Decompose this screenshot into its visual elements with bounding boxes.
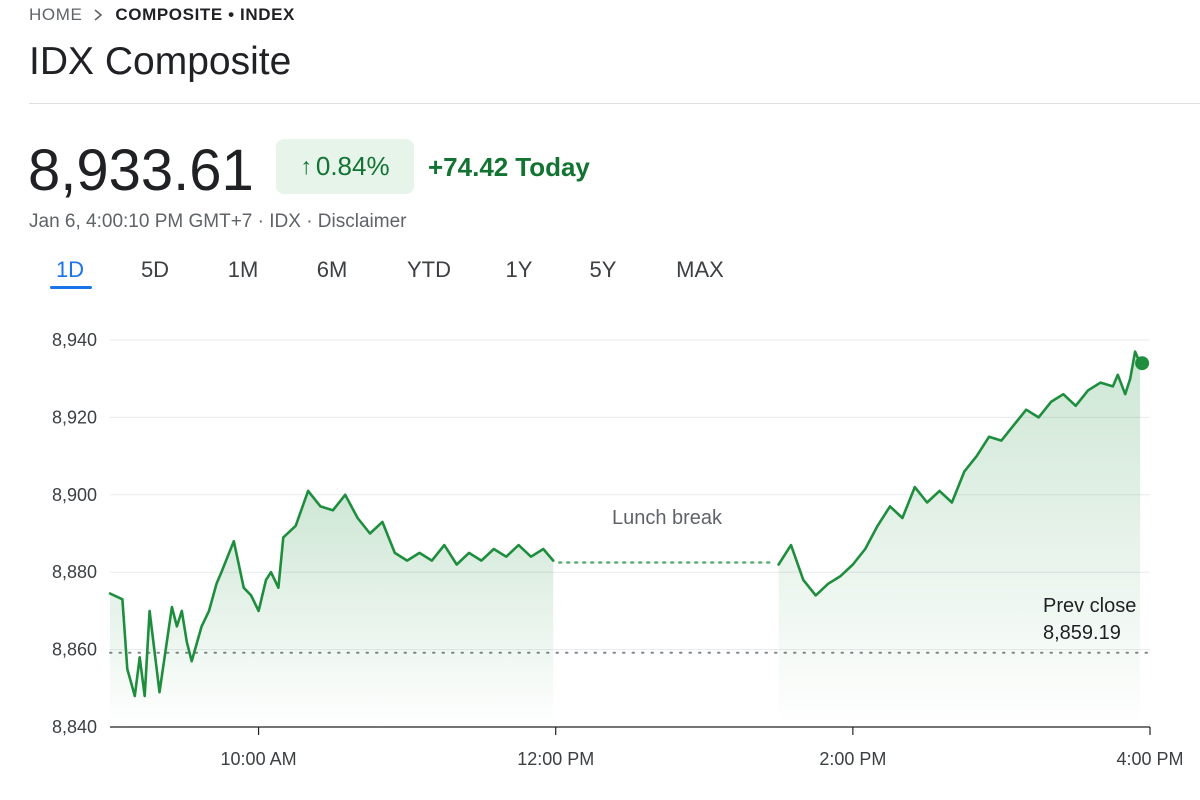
- lunch-break-label: Lunch break: [612, 507, 723, 529]
- range-tab-max[interactable]: MAX: [676, 257, 724, 282]
- range-tab-5d[interactable]: 5D: [140, 257, 170, 282]
- y-tick-label: 8,880: [52, 562, 97, 582]
- range-tab-1m[interactable]: 1M: [227, 257, 259, 282]
- breadcrumb: HOME COMPOSITE • INDEX: [29, 4, 295, 26]
- x-tick-label: 4:00 PM: [1116, 749, 1183, 769]
- change-percent: 0.84%: [315, 151, 390, 181]
- range-tabs: 1D 5D 1M 6M YTD 1Y 5Y MAX: [0, 256, 780, 296]
- range-tab-1d[interactable]: 1D: [55, 257, 85, 282]
- price-chart[interactable]: 8,940 8,920 8,900 8,880 8,860 8,840 10:00 AM 12…: [0, 300, 1200, 800]
- series-line-morning: [108, 489, 555, 698]
- range-tab-1y[interactable]: 1Y: [505, 257, 533, 282]
- header-divider: [29, 103, 1200, 104]
- x-tick-label: 10:00 AM: [221, 749, 297, 769]
- range-tab-6m[interactable]: 6M: [316, 257, 348, 282]
- change-points: +74.42: [428, 152, 509, 182]
- range-tab-active-indicator: [50, 286, 92, 289]
- x-tick-label: 2:00 PM: [819, 749, 886, 769]
- y-tick-label: 8,920: [52, 407, 97, 427]
- change-period: Today: [515, 152, 590, 182]
- current-price: 8,933.61: [28, 138, 254, 203]
- x-tick-label: 12:00 PM: [517, 749, 594, 769]
- current-price-marker: [1135, 356, 1150, 371]
- prev-close-label: Prev close: [1043, 595, 1136, 617]
- range-tab-ytd[interactable]: YTD: [407, 257, 451, 282]
- series-line-afternoon: [777, 350, 1142, 597]
- breadcrumb-home-link[interactable]: HOME: [29, 5, 83, 24]
- range-tab-5y[interactable]: 5Y: [589, 257, 617, 282]
- quote-timestamp: Jan 6, 4:00:10 PM GMT+7 · IDX · Disclaim…: [29, 211, 407, 232]
- y-tick-label: 8,840: [52, 717, 97, 737]
- breadcrumb-current: COMPOSITE • INDEX: [115, 5, 295, 24]
- chevron-right-icon: [94, 9, 103, 21]
- y-tick-label: 8,860: [52, 640, 97, 660]
- series-area-afternoon: [778, 351, 1141, 727]
- y-tick-label: 8,940: [52, 330, 97, 350]
- series-area-morning: [110, 490, 554, 727]
- page-title: IDX Composite: [29, 40, 292, 83]
- change-percent-badge: ↑ 0.84%: [276, 139, 414, 194]
- y-tick-label: 8,900: [52, 485, 97, 505]
- arrow-up-icon: ↑: [300, 153, 312, 179]
- change-today: +74.42 Today: [428, 150, 597, 184]
- prev-close-value: 8,859.19: [1043, 622, 1121, 644]
